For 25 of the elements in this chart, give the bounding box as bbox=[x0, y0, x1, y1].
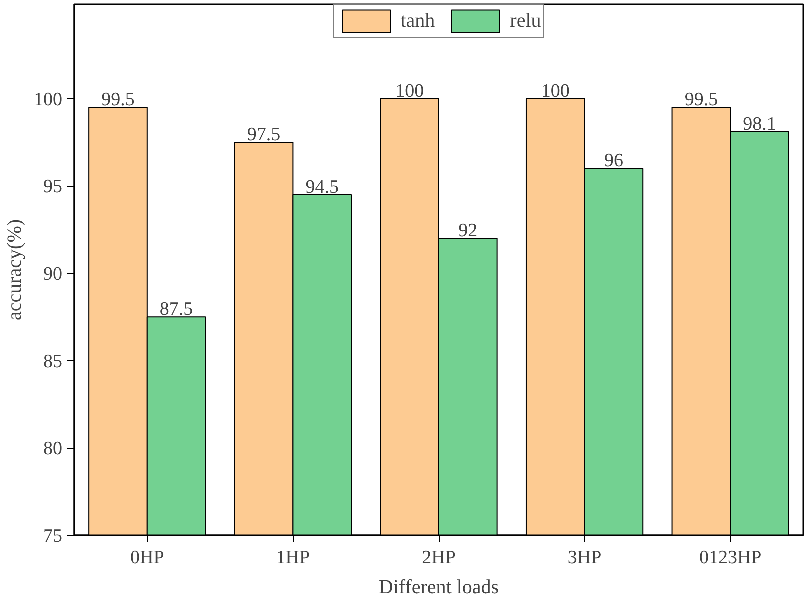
y-tick-label: 80 bbox=[44, 438, 62, 460]
y-tick-label: 75 bbox=[44, 526, 62, 547]
x-tick-label: 0HP bbox=[130, 548, 164, 568]
x-tick-label: 2HP bbox=[422, 548, 456, 568]
legend-label: tanh bbox=[400, 10, 436, 32]
data-label: 98.1 bbox=[743, 114, 776, 136]
y-tick-label: 100 bbox=[34, 89, 62, 110]
x-tick-label: 1HP bbox=[276, 548, 310, 568]
x-tick-label: 0123HP bbox=[699, 548, 762, 568]
data-label: 96 bbox=[604, 150, 624, 172]
legend-label: relu bbox=[510, 10, 542, 32]
data-label: 99.5 bbox=[102, 90, 135, 111]
y-tick-label: 85 bbox=[44, 351, 62, 372]
data-label: 99.5 bbox=[684, 90, 718, 111]
x-axis-title: Different loads bbox=[378, 576, 500, 598]
data-label: 87.5 bbox=[160, 299, 194, 320]
y-tick-label: 95 bbox=[44, 176, 62, 198]
data-label: 94.5 bbox=[306, 176, 339, 198]
y-axis-title: accuracy(%) bbox=[4, 219, 26, 321]
data-label: 100 bbox=[541, 80, 570, 102]
y-tick-label: 90 bbox=[44, 264, 62, 285]
data-label: 97.5 bbox=[247, 124, 281, 146]
data-label: 92 bbox=[458, 220, 478, 242]
x-tick-label: 3HP bbox=[568, 548, 602, 568]
data-label: 100 bbox=[396, 80, 424, 102]
